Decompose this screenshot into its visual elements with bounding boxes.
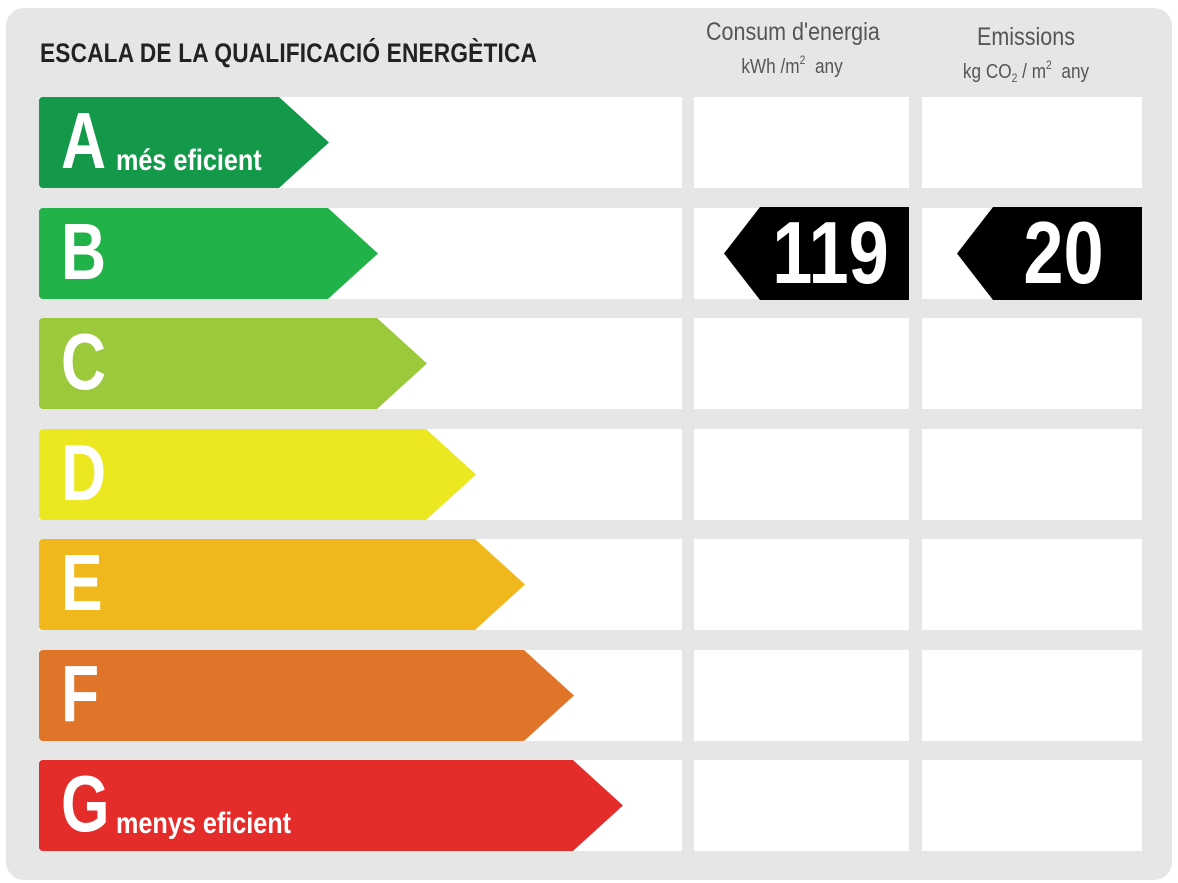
band-letter: F bbox=[61, 649, 100, 738]
band-shape-c bbox=[39, 318, 427, 409]
consumption-cell-d bbox=[694, 429, 909, 520]
consumption-column-header: Consum d'energia kWh /m2 any bbox=[692, 18, 892, 79]
consumption-unit: kWh /m2 any bbox=[741, 53, 843, 78]
band-arrow-c bbox=[39, 318, 427, 409]
consumption-cell-f bbox=[694, 650, 909, 741]
emissions-cell-f bbox=[922, 650, 1142, 741]
consumption-rating-marker: 119 bbox=[724, 207, 909, 300]
emissions-cell-e bbox=[922, 539, 1142, 630]
band-label: menys eficient bbox=[116, 807, 292, 840]
band-arrow-b bbox=[39, 208, 378, 299]
band-label: més eficient bbox=[116, 144, 262, 177]
band-f: F bbox=[39, 650, 574, 741]
consumption-marker-shape bbox=[724, 207, 909, 300]
emissions-marker-arrow bbox=[957, 207, 1142, 300]
band-shape-e bbox=[39, 539, 525, 630]
consumption-cell-g bbox=[694, 760, 909, 851]
band-letter: B bbox=[61, 207, 107, 296]
emissions-rating-value: 20 bbox=[1023, 203, 1104, 302]
emissions-cell-g bbox=[922, 760, 1142, 851]
band-shape-g bbox=[39, 760, 623, 851]
consumption-cell-a bbox=[694, 97, 909, 188]
emissions-cell-d bbox=[922, 429, 1142, 520]
band-b: B bbox=[39, 208, 378, 299]
band-shape-d bbox=[39, 429, 476, 520]
band-shape-f bbox=[39, 650, 574, 741]
band-arrow-d bbox=[39, 429, 476, 520]
consumption-cell-c bbox=[694, 318, 909, 409]
emissions-marker-shape bbox=[957, 207, 1142, 300]
emissions-unit: kg CO2 / m2 any bbox=[962, 58, 1090, 85]
band-letter: A bbox=[61, 96, 107, 185]
band-arrow-g bbox=[39, 760, 623, 851]
band-letter: C bbox=[61, 317, 107, 406]
band-e: E bbox=[39, 539, 525, 630]
consumption-header-label: Consum d'energia bbox=[706, 18, 880, 46]
band-letter: E bbox=[61, 538, 103, 627]
chart-title: ESCALA DE LA QUALIFICACIÓ ENERGÈTICA bbox=[40, 38, 538, 68]
band-shape-b bbox=[39, 208, 378, 299]
emissions-header-label: Emissions bbox=[977, 23, 1075, 51]
consumption-rating-value: 119 bbox=[772, 203, 889, 302]
band-letter: G bbox=[61, 759, 110, 848]
band-c: C bbox=[39, 318, 427, 409]
consumption-cell-e bbox=[694, 539, 909, 630]
band-arrow-f bbox=[39, 650, 574, 741]
emissions-rating-marker: 20 bbox=[957, 207, 1142, 300]
band-arrow-a bbox=[39, 97, 329, 188]
emissions-cell-c bbox=[922, 318, 1142, 409]
band-d: D bbox=[39, 429, 476, 520]
emissions-column-header: Emissions kg CO2 / m2 any bbox=[922, 23, 1130, 85]
emissions-cell-a bbox=[922, 97, 1142, 188]
band-letter: D bbox=[61, 428, 107, 517]
consumption-marker-arrow bbox=[724, 207, 909, 300]
band-arrow-e bbox=[39, 539, 525, 630]
band-shape-a bbox=[39, 97, 329, 188]
